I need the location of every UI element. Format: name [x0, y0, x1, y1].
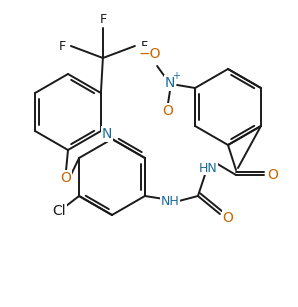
Text: Cl: Cl	[52, 204, 66, 218]
Text: N: N	[102, 127, 112, 141]
Text: HN: HN	[198, 161, 217, 174]
Text: O: O	[223, 211, 233, 225]
Text: NH: NH	[161, 195, 179, 208]
Text: O: O	[163, 104, 173, 118]
Text: F: F	[99, 13, 106, 25]
Text: N: N	[165, 76, 175, 90]
Text: F: F	[140, 40, 148, 52]
Text: O: O	[268, 168, 278, 182]
Text: +: +	[172, 71, 180, 81]
Text: F: F	[58, 40, 66, 52]
Text: −O: −O	[139, 47, 161, 61]
Text: O: O	[60, 171, 72, 185]
